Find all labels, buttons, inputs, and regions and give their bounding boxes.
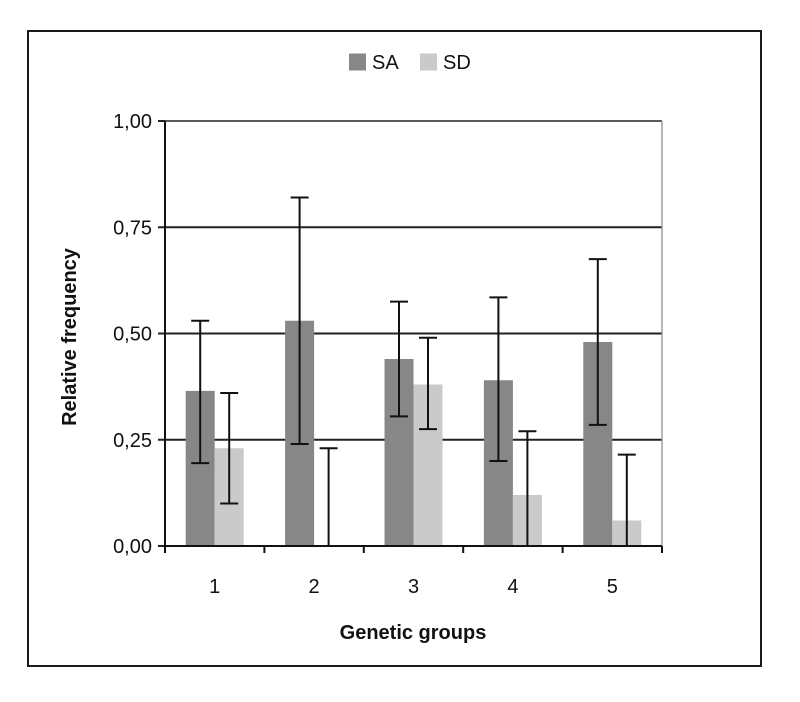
bars bbox=[185, 320, 642, 546]
x-tick-label: 3 bbox=[408, 576, 419, 598]
legend-label-sd: SD bbox=[443, 52, 471, 74]
figure-frame bbox=[27, 30, 762, 667]
axes bbox=[158, 120, 663, 553]
legend-swatch-sa bbox=[349, 53, 366, 71]
y-tick-label: 0,25 bbox=[113, 430, 152, 452]
tick-labels: 0,00 0,25 0,50 0,75 1,00 1 2 3 4 5 bbox=[113, 111, 618, 598]
legend: SA SD bbox=[349, 52, 471, 74]
legend-swatch-sd bbox=[420, 53, 437, 71]
y-tick-label: 1,00 bbox=[113, 111, 152, 133]
x-axis-title: Genetic groups bbox=[340, 622, 487, 644]
x-tick-label: 2 bbox=[309, 576, 320, 598]
legend-label-sa: SA bbox=[372, 52, 399, 74]
y-tick-label: 0,75 bbox=[113, 217, 152, 239]
y-tick-label: 0,00 bbox=[113, 536, 152, 558]
x-tick-label: 5 bbox=[607, 576, 618, 598]
error-bars bbox=[191, 196, 636, 546]
y-axis-title: Relative frequency bbox=[59, 247, 81, 426]
x-tick-label: 1 bbox=[209, 576, 220, 598]
y-tick-label: 0,50 bbox=[113, 324, 152, 346]
x-tick-label: 4 bbox=[507, 576, 518, 598]
